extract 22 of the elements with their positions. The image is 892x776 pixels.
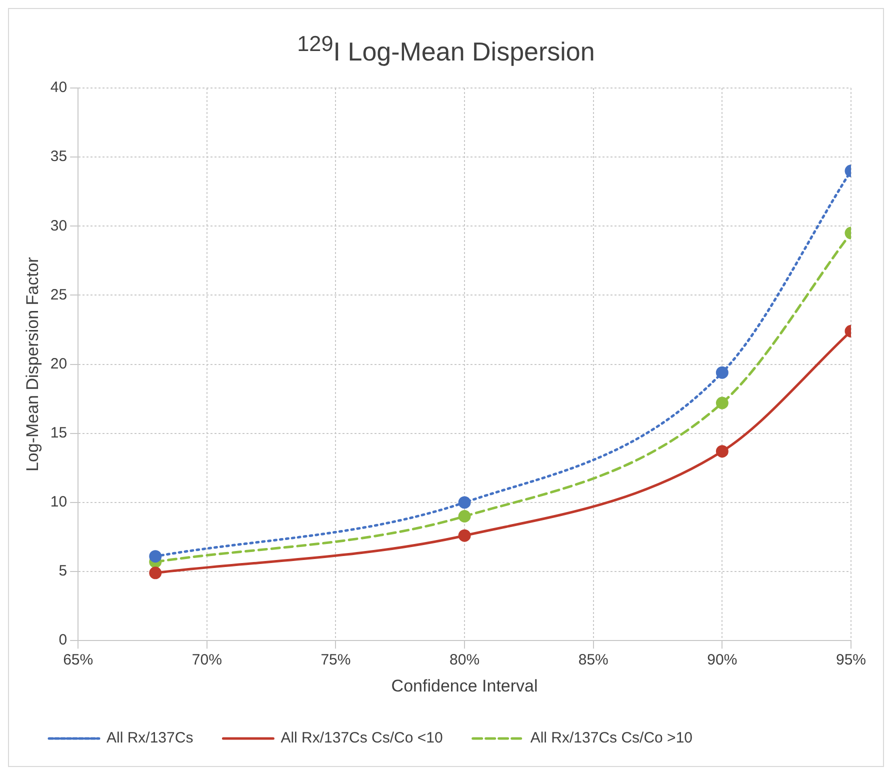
x-axis-title: Confidence Interval xyxy=(391,676,538,696)
legend-label: All Rx/137Cs Cs/Co <10 xyxy=(280,729,443,746)
y-tick-label: 20 xyxy=(50,355,68,372)
y-tick-label: 40 xyxy=(50,78,68,96)
y-tick-label: 35 xyxy=(50,148,68,165)
y-tick-label: 15 xyxy=(50,424,68,442)
x-tick-label: 75% xyxy=(320,651,351,668)
legend-label: All Rx/137Cs Cs/Co >10 xyxy=(530,729,693,746)
x-tick-label: 90% xyxy=(707,651,738,668)
x-tick-label: 65% xyxy=(63,651,94,668)
legend-label: All Rx/137Cs xyxy=(106,729,194,746)
x-tick-label: 70% xyxy=(192,651,222,668)
y-tick-label: 5 xyxy=(58,562,68,580)
x-tick-label: 80% xyxy=(450,651,480,668)
y-tick-label: 25 xyxy=(50,286,68,304)
chart-title: $^{129}$I Log-Mean Dispersion xyxy=(296,30,596,69)
x-tick-label: 85% xyxy=(578,651,608,668)
y-tick-label: 0 xyxy=(58,631,68,648)
x-tick-label: 95% xyxy=(836,651,866,668)
y-tick-label: 30 xyxy=(50,216,68,234)
y-tick-label: 10 xyxy=(50,493,68,510)
y-axis-title: Log-Mean Dispersion Factor xyxy=(22,256,42,472)
